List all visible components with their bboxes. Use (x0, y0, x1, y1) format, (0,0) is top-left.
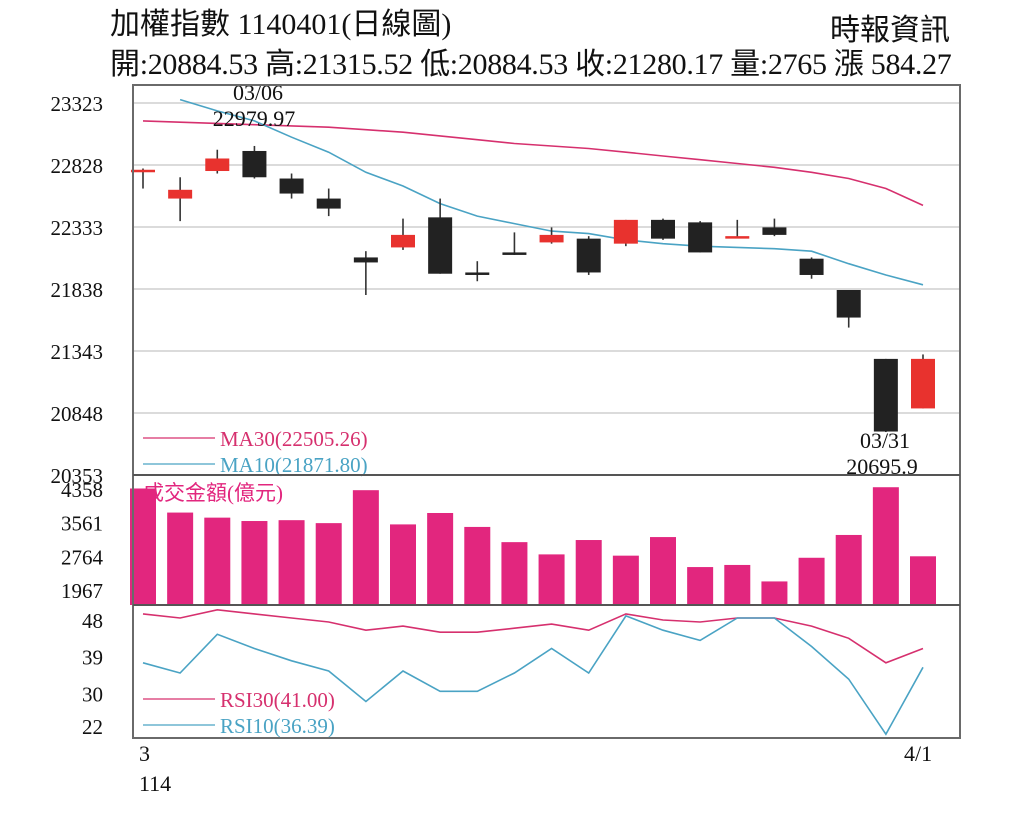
volume-bar (687, 567, 714, 605)
volume-bar (872, 487, 899, 605)
rsi30-line (142, 608, 924, 664)
volume-bar (241, 521, 268, 605)
volume-tick-label: 4358 (61, 478, 103, 502)
price-tick-label: 20353 (51, 464, 104, 488)
ma30-legend-label: MA30(22505.26) (220, 427, 368, 451)
candle-body (576, 238, 601, 273)
volume-bar (427, 512, 454, 605)
ohlc-summary: 開:20884.53 高:21315.52 低:20884.53 收:21280… (110, 48, 952, 81)
candle-body (762, 227, 787, 235)
annotation-high-value: 22979.97 (213, 106, 296, 131)
candle-body (539, 234, 564, 243)
candle-body (725, 236, 750, 239)
x-end-label: 4/1 (904, 741, 932, 766)
candle-body (502, 252, 527, 255)
candle-body (836, 290, 861, 318)
rsi-tick-label: 48 (82, 609, 103, 633)
candle-body (428, 217, 453, 274)
volume-bar (575, 540, 602, 605)
volume-tick-label: 1967 (61, 579, 103, 603)
annotation-high-date: 03/06 (233, 80, 283, 105)
price-tick-label: 22828 (51, 154, 104, 178)
ma10-legend-label: MA10(21871.80) (220, 453, 368, 477)
volume-bar (167, 512, 194, 605)
volume-bar (390, 524, 416, 605)
volume-bar (204, 517, 231, 605)
price-tick-label: 20848 (51, 402, 104, 426)
volume-bar (612, 555, 639, 605)
chart-title: 加權指數 1140401(日線圖) (110, 8, 452, 41)
candle-body (242, 150, 267, 178)
candle-body (168, 189, 193, 199)
rsi-tick-label: 22 (82, 715, 103, 739)
source-label: 時報資訊 (830, 14, 950, 47)
volume-bar (278, 520, 305, 605)
volume-bar (464, 526, 491, 605)
volume-bar (724, 564, 751, 605)
volume-bar (910, 556, 936, 605)
candle-body (353, 257, 378, 263)
volume-bar (352, 490, 379, 605)
rsi30-legend-label: RSI30(41.00) (220, 688, 335, 712)
chart-frame (132, 84, 961, 739)
volume-bar (761, 581, 788, 605)
volume-panel-label: 成交金額(億元) (143, 481, 283, 505)
volume-bar (538, 554, 565, 605)
candle-body (873, 358, 898, 432)
volume-bar (315, 523, 342, 605)
rsi10-line (142, 614, 924, 736)
volume-tick-label: 2764 (61, 545, 104, 569)
candle-body (465, 272, 490, 275)
candle-body (391, 234, 415, 248)
x-start-label: 3 (139, 741, 150, 766)
rsi-tick-label: 39 (82, 646, 103, 670)
annotation-low-date: 03/31 (860, 428, 910, 453)
volume-bar (835, 534, 862, 605)
x-year-label: 114 (139, 771, 171, 796)
candle-body (911, 358, 935, 409)
candle-body (279, 178, 304, 194)
volume-tick-label: 3561 (61, 512, 103, 536)
candle-body (205, 158, 230, 172)
volume-bar (130, 488, 156, 605)
price-tick-label: 21343 (51, 340, 104, 364)
volume-bar (650, 537, 676, 605)
candle-body (131, 169, 155, 173)
rsi-tick-label: 30 (82, 682, 103, 706)
candle-body (316, 198, 341, 209)
candle-body (688, 222, 713, 253)
ma30-line (142, 120, 924, 207)
volume-bar (798, 557, 825, 605)
candle-body (799, 258, 824, 275)
price-tick-label: 22333 (51, 216, 104, 240)
price-tick-label: 23323 (51, 92, 104, 116)
rsi10-legend-label: RSI10(36.39) (220, 714, 335, 738)
volume-bar (501, 542, 528, 605)
price-tick-label: 21838 (51, 278, 104, 302)
candle-body (613, 219, 638, 244)
candle-body (651, 219, 675, 239)
